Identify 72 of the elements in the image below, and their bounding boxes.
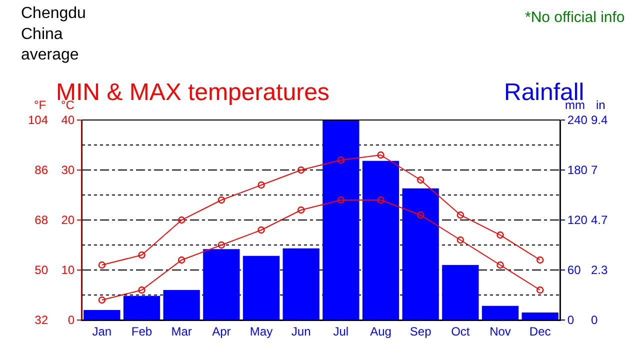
point xyxy=(377,151,384,159)
bar xyxy=(362,160,400,320)
bar xyxy=(522,312,558,320)
y-tick-label: 30 xyxy=(61,163,75,178)
point xyxy=(138,251,146,259)
point xyxy=(218,196,226,204)
bar xyxy=(282,248,320,320)
point xyxy=(218,241,226,249)
text: *No official info xyxy=(525,9,625,26)
text: 2.3 xyxy=(591,263,608,278)
point xyxy=(258,226,265,234)
x-tick-label: Feb xyxy=(131,324,152,338)
chart-title: Chengdu China average xyxy=(21,5,86,64)
x-tick-label: Apr xyxy=(212,324,231,338)
point xyxy=(98,296,106,304)
point xyxy=(297,206,305,214)
point xyxy=(337,156,345,164)
y2-tick-label: 180 xyxy=(567,163,588,178)
text: 9.4 xyxy=(591,113,608,128)
point xyxy=(337,196,345,204)
point xyxy=(138,286,146,294)
x-tick-label: Jan xyxy=(92,324,112,338)
x-tick-label: Jun xyxy=(291,324,311,338)
y2-tick-label: 60 xyxy=(567,263,582,278)
bar xyxy=(482,306,519,320)
x-tick-label: Dec xyxy=(529,324,551,338)
bar xyxy=(242,256,280,320)
y3-tick-label: 32 xyxy=(34,313,48,328)
bar xyxy=(322,120,360,320)
point xyxy=(416,176,424,184)
point xyxy=(536,256,544,264)
x-tick-label: Jul xyxy=(333,324,349,338)
point xyxy=(178,256,186,264)
text: 4.7 xyxy=(591,213,608,228)
x-tick-label: Sep xyxy=(410,324,432,338)
x-tick-label: Oct xyxy=(451,324,470,338)
text: 7 xyxy=(591,163,598,178)
point xyxy=(377,196,384,204)
point xyxy=(416,211,424,219)
point xyxy=(496,261,504,269)
y-tick-label: 10 xyxy=(61,263,75,278)
text: 0 xyxy=(591,313,598,328)
point xyxy=(297,166,305,174)
y3-tick-label: 50 xyxy=(34,263,48,278)
bar xyxy=(442,265,479,320)
bar xyxy=(163,290,200,320)
y2-tick-label: 120 xyxy=(567,213,588,228)
point xyxy=(456,236,464,244)
point xyxy=(496,231,504,239)
y3-tick-label: 104 xyxy=(28,113,48,128)
x-tick-label: May xyxy=(250,324,273,338)
x-tick-label: Aug xyxy=(370,324,392,338)
y2-tick-label: 0 xyxy=(567,313,574,328)
point xyxy=(536,286,544,294)
point xyxy=(178,216,186,224)
y-tick-label: 40 xyxy=(61,113,75,128)
y-tick-label: 20 xyxy=(61,213,75,228)
x-tick-label: Mar xyxy=(171,324,192,338)
bar xyxy=(402,188,439,320)
y3-tick-label: 68 xyxy=(34,213,48,228)
y-tick-label: 0 xyxy=(68,313,75,328)
point xyxy=(258,181,265,189)
point xyxy=(456,211,464,219)
y3-axis-title: °F xyxy=(34,98,46,112)
bar xyxy=(123,296,160,320)
bar xyxy=(84,310,120,320)
y3-tick-label: 86 xyxy=(34,163,48,178)
text: in xyxy=(596,98,606,112)
x-tick-label: Nov xyxy=(490,324,511,338)
y2-tick-label: 240 xyxy=(567,113,588,128)
bar xyxy=(203,249,240,320)
point xyxy=(98,261,106,269)
